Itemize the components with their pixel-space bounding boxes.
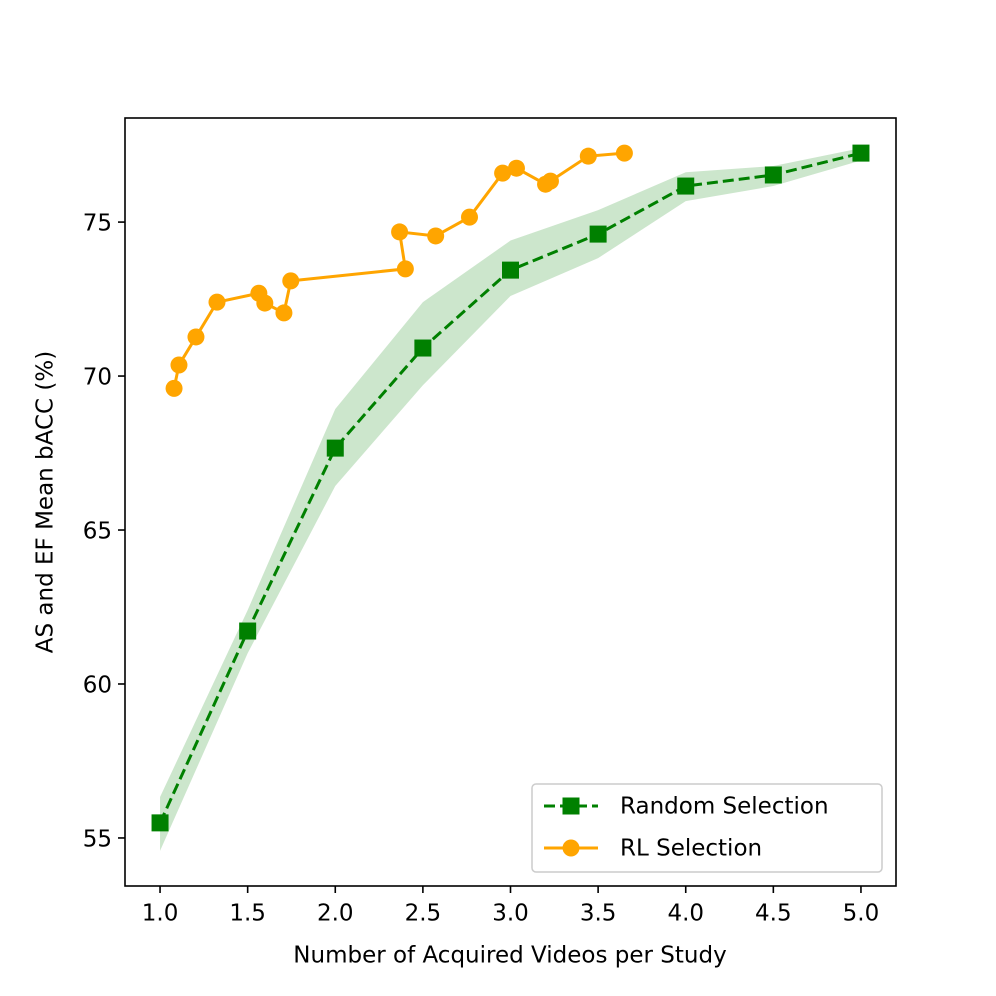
marker xyxy=(589,225,607,243)
legend-box xyxy=(531,783,883,873)
marker xyxy=(677,177,695,195)
marker xyxy=(579,147,597,165)
x-tick-label: 2.5 xyxy=(405,901,442,927)
marker xyxy=(427,227,445,245)
marker xyxy=(239,622,257,640)
marker xyxy=(502,261,519,279)
x-tick-label: 1.0 xyxy=(142,901,179,927)
y-tick-label: 65 xyxy=(83,519,112,545)
marker xyxy=(615,144,633,162)
y-axis-label: AS and EF Mean bACC (%) xyxy=(33,351,59,653)
marker xyxy=(391,223,409,241)
x-tick-label: 5.0 xyxy=(843,901,880,927)
marker xyxy=(170,356,188,374)
marker xyxy=(275,304,293,322)
marker xyxy=(208,293,226,311)
x-tick-label: 3.0 xyxy=(492,901,529,927)
marker xyxy=(414,339,432,357)
x-tick-label: 4.0 xyxy=(667,901,704,927)
x-tick-label: 1.5 xyxy=(229,901,266,927)
marker xyxy=(256,294,274,312)
x-tick-label: 3.5 xyxy=(580,901,617,927)
x-tick-label: 2.0 xyxy=(317,901,354,927)
x-axis-label: Number of Acquired Videos per Study xyxy=(293,943,726,969)
legend-marker xyxy=(562,797,580,815)
y-tick-label: 60 xyxy=(83,672,112,698)
marker xyxy=(396,260,414,278)
marker xyxy=(326,439,344,457)
legend-label: RL Selection xyxy=(620,836,762,862)
marker xyxy=(852,144,870,162)
legend-label: Random Selection xyxy=(620,794,829,820)
marker xyxy=(282,272,300,290)
marker xyxy=(151,814,169,832)
legend-marker xyxy=(562,839,580,857)
marker xyxy=(541,172,559,190)
confidence-band xyxy=(160,148,861,851)
x-tick-label: 4.5 xyxy=(755,901,792,927)
marker xyxy=(165,379,183,397)
marker xyxy=(507,159,525,177)
y-tick-label: 75 xyxy=(83,211,112,237)
marker xyxy=(764,166,782,184)
marker xyxy=(460,208,478,226)
marker xyxy=(187,328,205,346)
marker xyxy=(494,164,512,182)
y-tick-label: 55 xyxy=(83,826,112,852)
y-tick-label: 70 xyxy=(83,365,112,391)
